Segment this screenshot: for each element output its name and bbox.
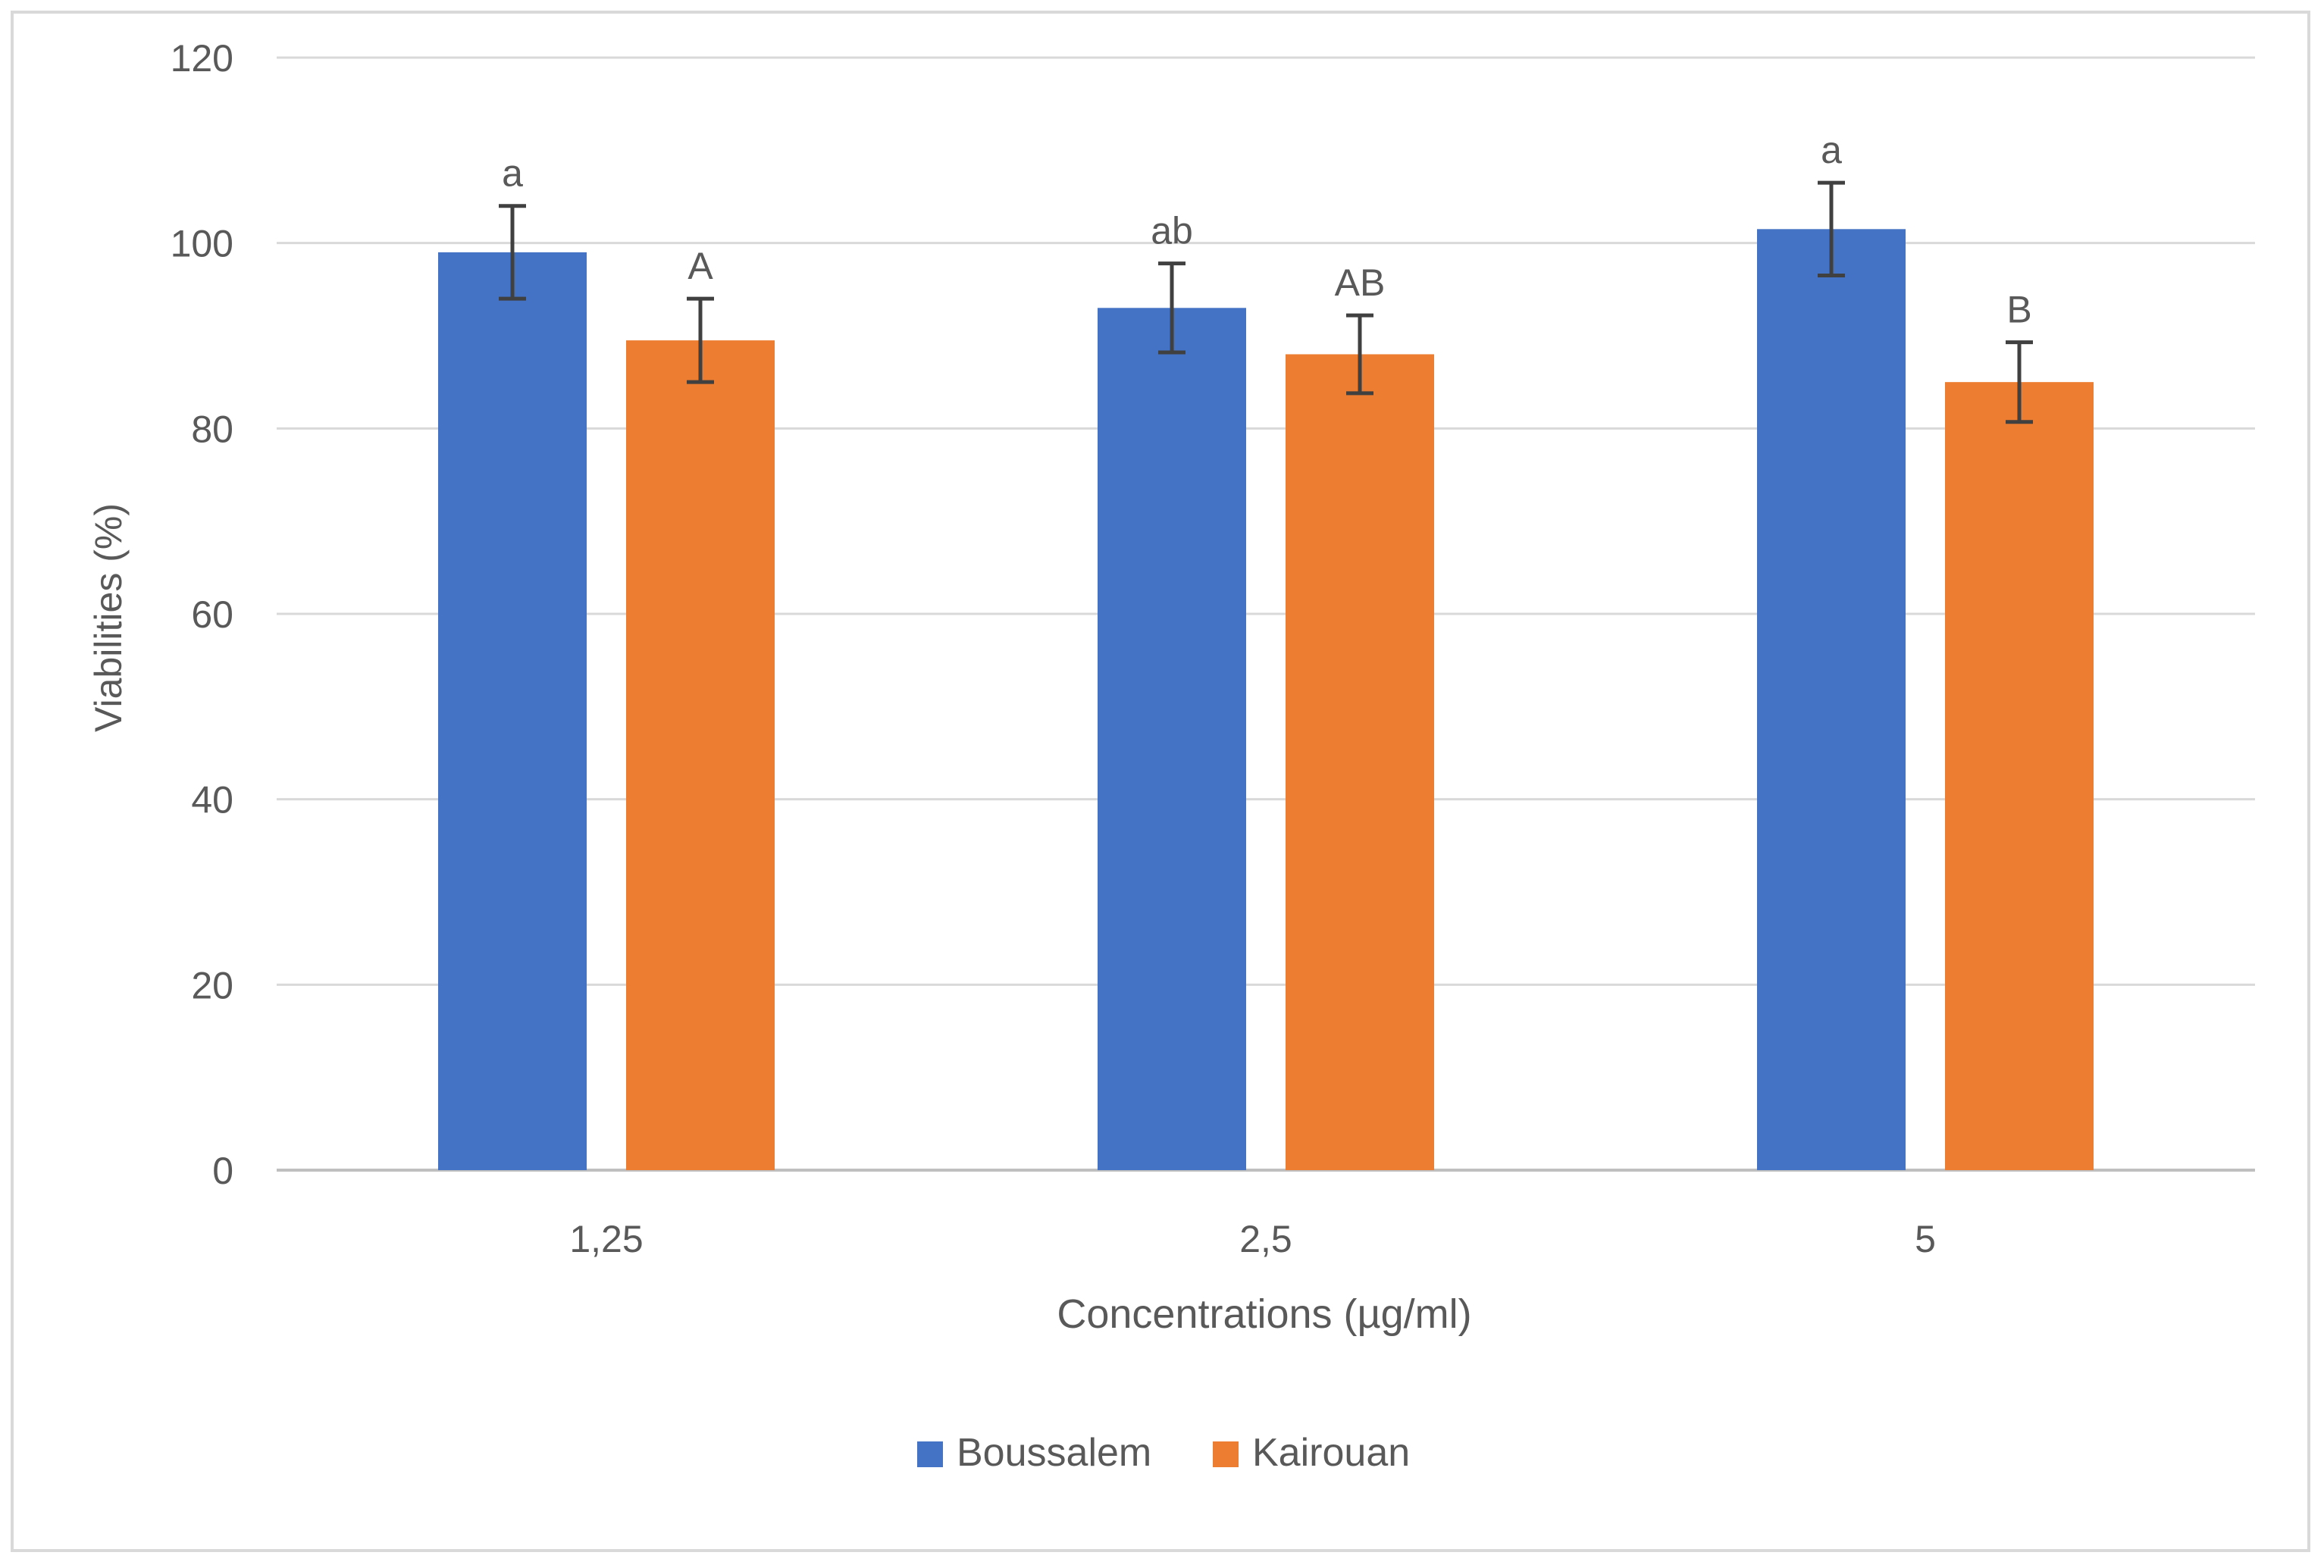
bar-boussalem-2 bbox=[1098, 308, 1246, 1170]
y-axis-label: Viabilities (%) bbox=[87, 503, 130, 732]
bars: a Aab AB a B bbox=[438, 129, 2094, 1171]
y-tick-label: 40 bbox=[191, 779, 233, 822]
y-tick-label: 20 bbox=[191, 964, 233, 1006]
gridlines bbox=[277, 56, 2255, 1172]
legend-swatch-boussalem bbox=[917, 1441, 943, 1467]
bar-boussalem-3 bbox=[1757, 229, 1906, 1171]
x-axis-ticks: 1,25 2,5 5 bbox=[569, 1218, 1936, 1260]
y-tick-label: 80 bbox=[191, 408, 233, 450]
y-axis-ticks: 0 20 40 60 80 100 120 bbox=[171, 37, 233, 1192]
y-tick-label: 100 bbox=[171, 223, 233, 265]
bar-kairouan-1 bbox=[626, 340, 775, 1170]
y-tick-label: 120 bbox=[171, 37, 233, 80]
legend: Boussalem Kairouan bbox=[917, 1431, 1410, 1475]
x-axis-label: Concentrations (µg/ml) bbox=[1057, 1291, 1471, 1337]
significance-label: a bbox=[502, 152, 523, 195]
y-tick-label: 60 bbox=[191, 593, 233, 636]
y-tick-label: 0 bbox=[212, 1150, 233, 1192]
legend-swatch-kairouan bbox=[1213, 1441, 1239, 1467]
x-tick-label: 5 bbox=[1915, 1218, 1936, 1260]
bar-kairouan-2 bbox=[1286, 354, 1434, 1170]
significance-label: ab bbox=[1151, 210, 1193, 252]
bar-boussalem-1 bbox=[438, 252, 587, 1170]
legend-label-boussalem: Boussalem bbox=[957, 1431, 1151, 1475]
significance-label: A bbox=[687, 245, 713, 287]
x-tick-label: 2,5 bbox=[1239, 1218, 1292, 1260]
significance-label: B bbox=[2006, 289, 2031, 331]
bar-kairouan-3 bbox=[1945, 382, 2094, 1171]
significance-label: AB bbox=[1335, 261, 1386, 304]
legend-label-kairouan: Kairouan bbox=[1252, 1431, 1410, 1475]
x-tick-label: 1,25 bbox=[569, 1218, 643, 1260]
significance-label: a bbox=[1821, 129, 1842, 171]
